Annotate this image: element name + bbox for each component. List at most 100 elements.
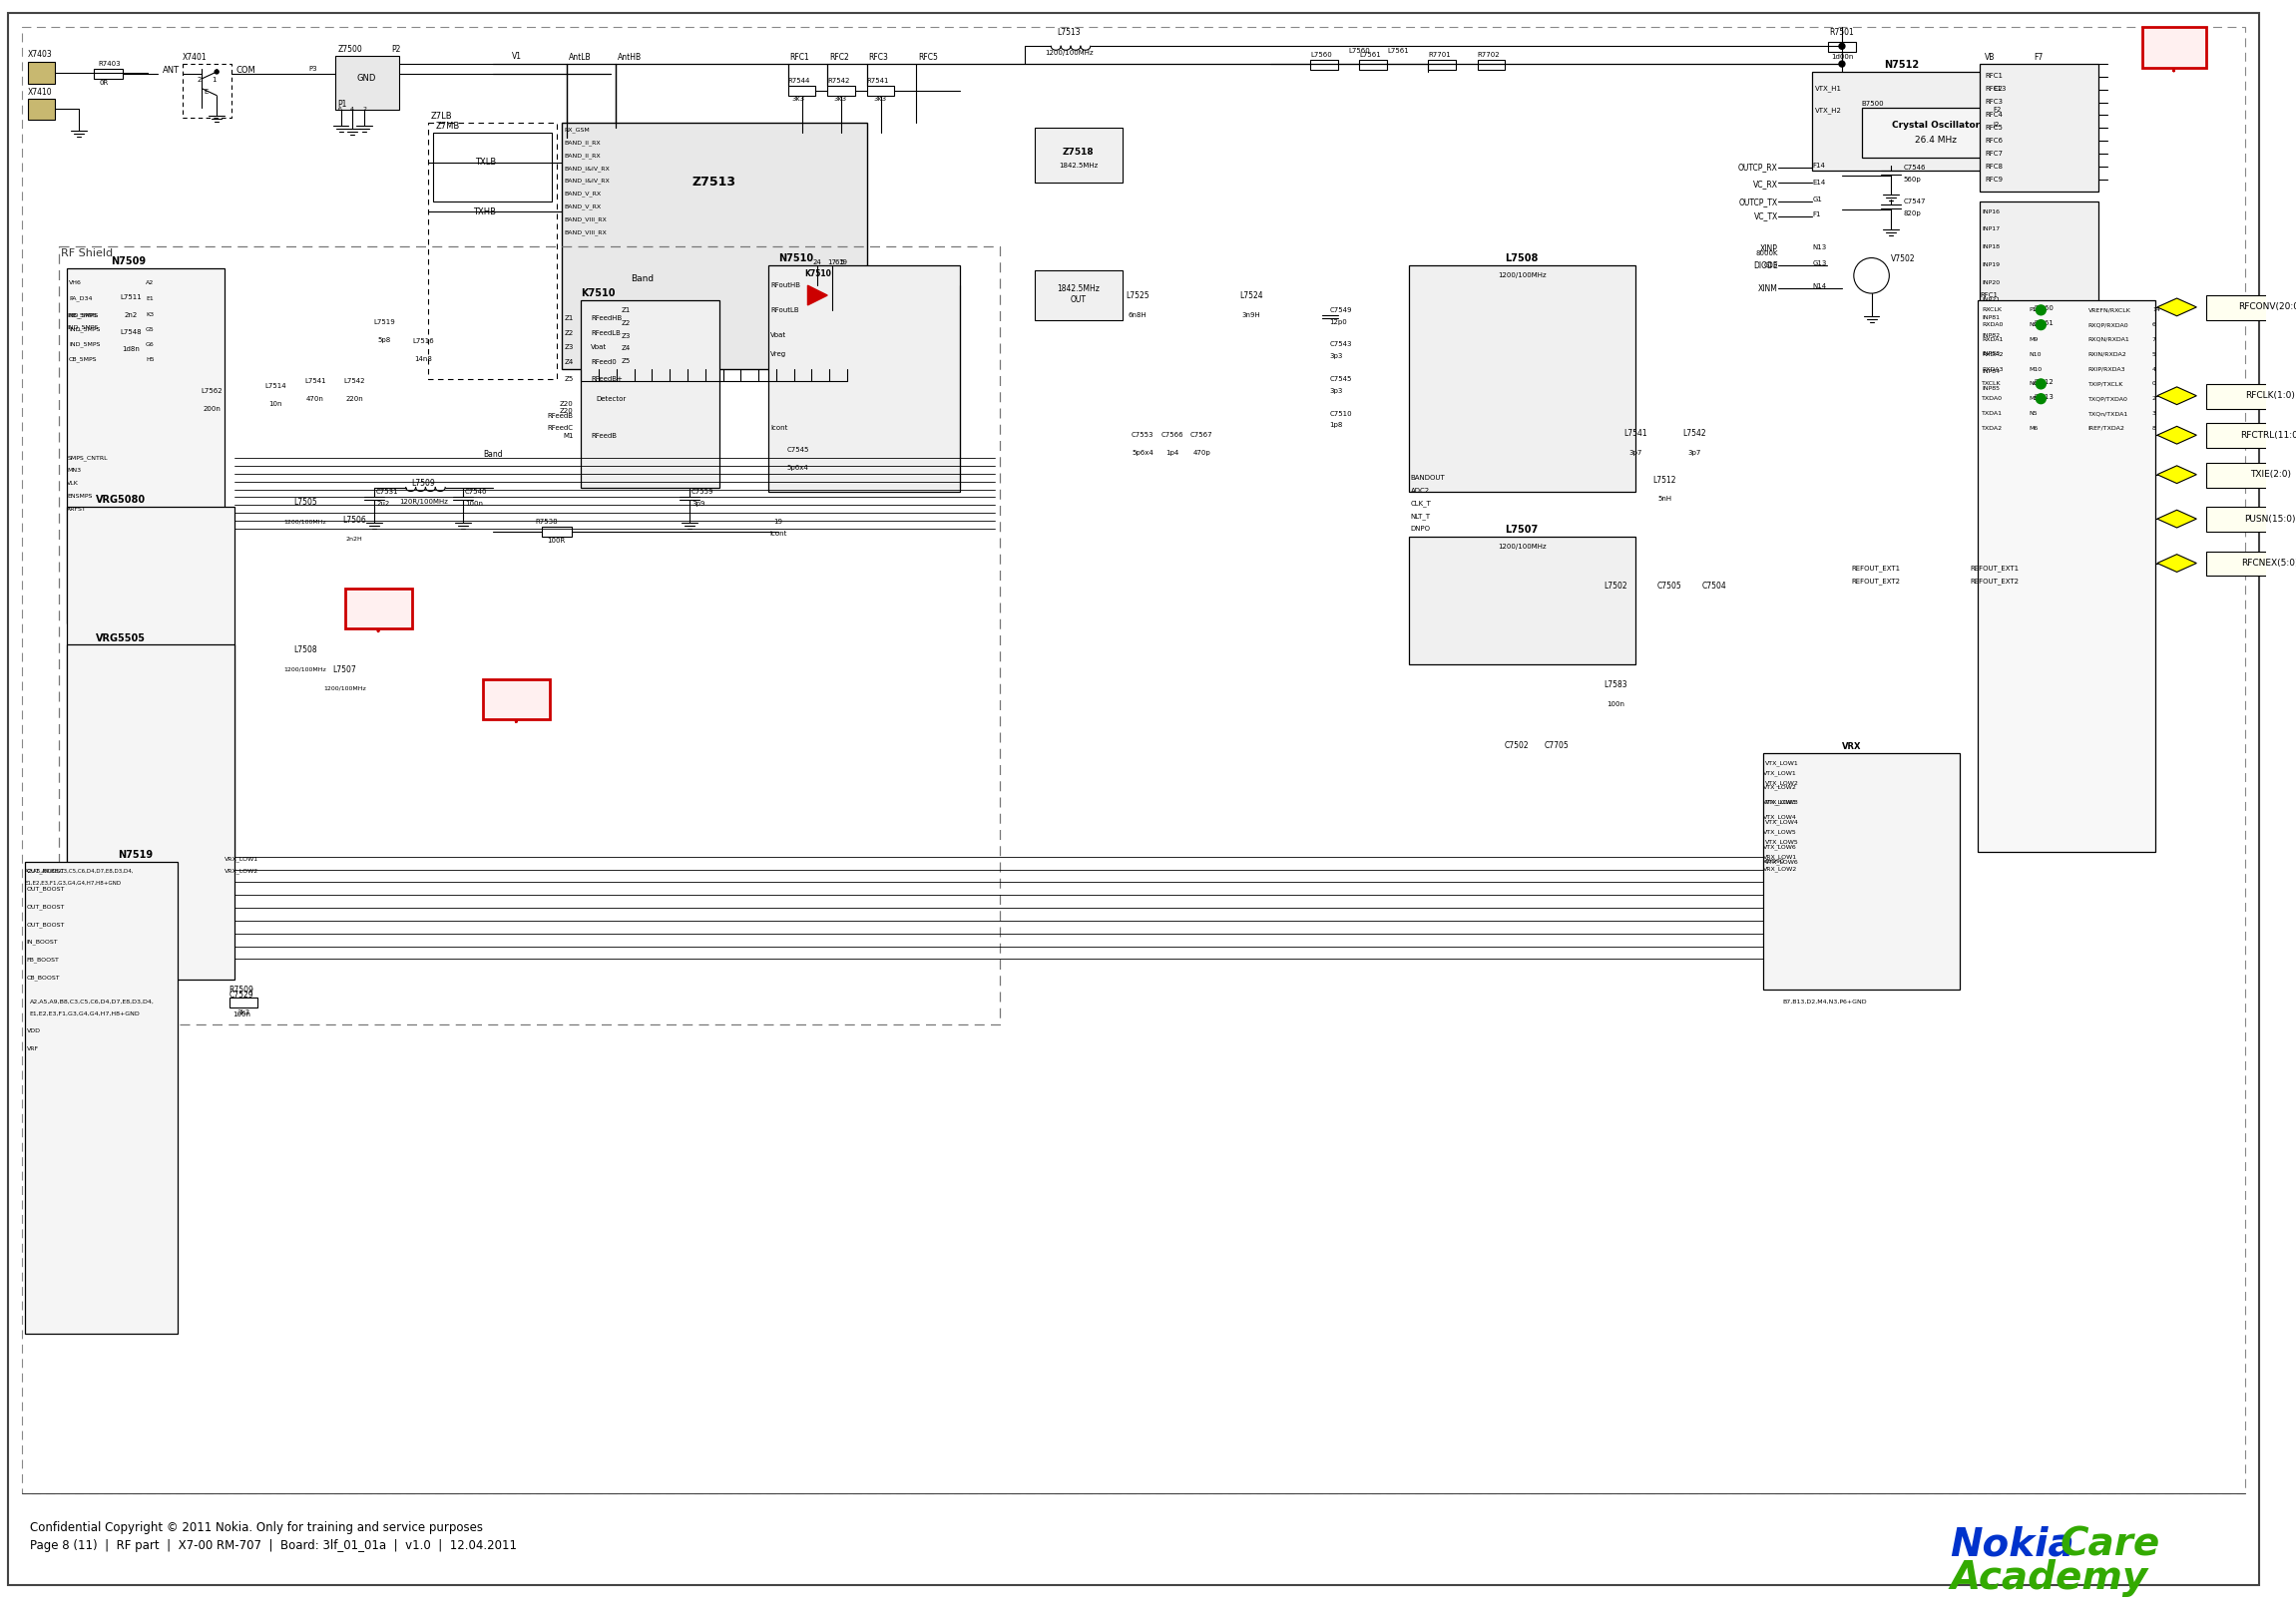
Bar [542, 526, 572, 536]
Text: TXIP/TXCLK: TXIP/TXCLK [2087, 381, 2124, 386]
Text: 5p6x4: 5p6x4 [788, 465, 808, 471]
Circle shape [2037, 306, 2046, 315]
Text: VTX_LOW5: VTX_LOW5 [1766, 838, 1798, 845]
Text: TXDA1: TXDA1 [1981, 410, 2002, 417]
Text: Confidential Copyright © 2011 Nokia. Only for training and service purposes: Confidential Copyright © 2011 Nokia. Onl… [30, 1521, 482, 1535]
Text: B7500: B7500 [1862, 100, 1885, 106]
Text: R7542: R7542 [827, 77, 850, 84]
Text: INP21: INP21 [1981, 298, 2000, 302]
Text: VRX_LOW2: VRX_LOW2 [1763, 867, 1798, 872]
Text: L7512: L7512 [1653, 475, 1676, 484]
Text: 3k3: 3k3 [833, 95, 847, 101]
Text: INP81: INP81 [1981, 315, 2000, 320]
Text: 26.4 MHz: 26.4 MHz [1915, 135, 1956, 145]
Text: MN3: MN3 [67, 468, 80, 473]
Text: L7506: L7506 [342, 516, 367, 525]
Text: 5: 5 [840, 259, 845, 265]
Text: 3k3: 3k3 [872, 95, 886, 101]
Text: ANT: ANT [163, 66, 179, 76]
Text: REFOUT_EXT2: REFOUT_EXT2 [1970, 578, 2018, 584]
Bar [482, 679, 549, 719]
Text: 17: 17 [829, 259, 836, 265]
Text: RFC3: RFC3 [1984, 98, 2002, 105]
Text: C7531: C7531 [377, 489, 400, 496]
Text: P1: P1 [338, 100, 347, 109]
Polygon shape [2158, 465, 2197, 483]
Bar [1479, 60, 1506, 69]
Text: 1p8: 1p8 [1329, 422, 1343, 428]
Text: Z7MB: Z7MB [436, 122, 459, 130]
Text: XRFST: XRFST [67, 507, 87, 512]
Text: L7516: L7516 [413, 338, 434, 344]
Bar [1428, 60, 1456, 69]
Bar [28, 61, 55, 84]
Bar [1311, 60, 1339, 69]
Text: F2: F2 [1993, 108, 2002, 113]
Bar [2206, 296, 2296, 320]
Text: R7403: R7403 [99, 61, 122, 68]
Text: M6: M6 [2030, 426, 2039, 431]
Bar [1407, 265, 1635, 492]
Bar [581, 301, 719, 488]
Text: P3: P3 [308, 66, 317, 72]
Text: VRG5080: VRG5080 [96, 496, 145, 505]
Text: RFC1: RFC1 [1979, 293, 1998, 298]
Text: IND_5MPS: IND_5MPS [69, 341, 101, 348]
Text: Z7513: Z7513 [691, 175, 737, 188]
Text: FB_5MPS: FB_5MPS [69, 312, 96, 319]
Text: K7510: K7510 [581, 288, 615, 298]
Text: C7546: C7546 [1903, 164, 1926, 171]
Text: RFeedHB: RFeedHB [590, 315, 622, 320]
Text: 470n: 470n [305, 396, 324, 402]
Bar [1828, 42, 1855, 51]
Text: Band: Band [482, 451, 503, 459]
Bar [434, 134, 551, 201]
Text: VC_RX: VC_RX [1752, 180, 1777, 188]
Text: NLT_T: NLT_T [1410, 513, 1430, 520]
Text: Z7500: Z7500 [338, 45, 363, 55]
Text: 3p7: 3p7 [1628, 451, 1642, 455]
Text: 6n8H: 6n8H [1127, 312, 1148, 319]
Text: L7561: L7561 [1387, 48, 1410, 55]
Text: OUTCP_RX: OUTCP_RX [1738, 163, 1777, 172]
Circle shape [216, 69, 218, 74]
Text: 6: 6 [2151, 322, 2156, 327]
Text: VRX: VRX [1841, 742, 1862, 751]
Polygon shape [2158, 510, 2197, 528]
Text: VTX_LOW2: VTX_LOW2 [1763, 785, 1798, 790]
Text: AntLB: AntLB [569, 53, 590, 61]
Text: L7508: L7508 [1506, 254, 1538, 264]
Text: 0: 0 [2151, 381, 2156, 386]
Text: 19: 19 [838, 259, 847, 265]
Text: VLK: VLK [67, 481, 78, 486]
Text: PA_D34: PA_D34 [69, 296, 92, 301]
Text: 1842.5MHz: 1842.5MHz [1058, 163, 1097, 169]
Text: VDD90: VDD90 [1763, 859, 1784, 864]
Text: IND_5MPS: IND_5MPS [67, 312, 99, 319]
Text: REFOUT_EXT1: REFOUT_EXT1 [1853, 565, 1901, 571]
Text: N7509: N7509 [110, 257, 145, 267]
Text: 8000K: 8000K [1756, 249, 1777, 256]
Text: 1d8n: 1d8n [122, 346, 140, 352]
Text: M1: M1 [563, 433, 574, 439]
Text: INP20: INP20 [1981, 280, 2000, 285]
Text: L7514: L7514 [264, 383, 287, 389]
Text: L7560: L7560 [1311, 51, 1332, 58]
Text: F1: F1 [1812, 211, 1821, 217]
Text: VRX_LOW1: VRX_LOW1 [225, 856, 259, 861]
Text: VRX_LOW1: VRX_LOW1 [1763, 854, 1798, 859]
Text: 3.7 V: 3.7 V [363, 611, 393, 621]
Text: 24: 24 [813, 259, 822, 265]
Text: OUT_BOOST: OUT_BOOST [28, 922, 64, 927]
Text: Z5: Z5 [622, 359, 631, 364]
Text: SMPS_CNTRL: SMPS_CNTRL [67, 455, 108, 460]
Text: VC_TX: VC_TX [1754, 212, 1777, 220]
Text: RFC1: RFC1 [790, 53, 810, 61]
Text: BAND_V_RX: BAND_V_RX [565, 204, 602, 209]
Text: GND: GND [356, 74, 377, 84]
Text: ENSMPS: ENSMPS [67, 494, 92, 499]
Text: VREFN/RXCLK: VREFN/RXCLK [2087, 307, 2131, 312]
Text: F7: F7 [2034, 53, 2043, 61]
Text: R7501: R7501 [1830, 29, 1855, 37]
Text: 1200/100MHz: 1200/100MHz [1497, 544, 1545, 549]
